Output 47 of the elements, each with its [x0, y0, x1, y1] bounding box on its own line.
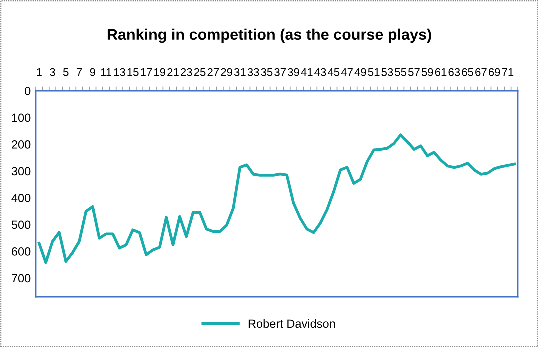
y-tick-label: 500: [12, 220, 31, 230]
x-tick-label: 45: [328, 68, 340, 76]
y-tick-label: 100: [12, 114, 31, 122]
x-tick-label: 55: [395, 68, 407, 76]
x-tick-label: 37: [274, 68, 286, 76]
x-tick-label: 3: [50, 68, 56, 76]
x-tick-label: 67: [476, 68, 487, 76]
x-tick-label: 49: [354, 68, 366, 76]
x-tick-label: 71: [502, 68, 514, 76]
x-tick-label: 39: [288, 68, 300, 76]
x-tick-label: 51: [368, 68, 380, 76]
x-tick-label: 17: [141, 68, 152, 76]
y-tick-label: 300: [12, 167, 31, 176]
y-tick-label: 200: [12, 140, 31, 149]
y-tick-label: 400: [12, 194, 31, 202]
x-tick-label: 69: [488, 68, 500, 76]
x-tick-label: 11: [101, 68, 112, 76]
x-tick-label: 7: [76, 68, 82, 76]
x-tick-label: 33: [248, 68, 260, 76]
x-tick-label: 41: [301, 68, 313, 76]
legend-label: Robert Davidson: [248, 319, 336, 328]
x-tick-label: 21: [168, 68, 179, 76]
x-tick-label: 61: [435, 68, 447, 76]
x-tick-label: 19: [154, 68, 166, 76]
x-tick-label: 25: [194, 68, 206, 76]
x-tick-label: 59: [422, 68, 434, 76]
x-tick-label: 23: [181, 68, 192, 76]
y-tick-label: 700: [12, 274, 31, 283]
x-tick-label: 63: [448, 68, 460, 76]
x-tick-label: 15: [128, 68, 139, 76]
x-tick-label: 65: [462, 68, 474, 76]
x-tick-label: 9: [90, 68, 96, 76]
chart-title: Ranking in competition (as the course plays): [108, 28, 432, 44]
line-series: [38, 134, 516, 264]
x-tick-label: 13: [114, 68, 126, 76]
x-tick-label: 43: [314, 68, 326, 76]
x-tick-label: 47: [341, 68, 353, 76]
x-tick-label: 57: [408, 68, 420, 76]
y-tick-label: 0: [25, 87, 31, 96]
x-tick-label: 27: [208, 68, 220, 76]
x-tick-label: 29: [221, 68, 232, 76]
x-tick-label: 53: [382, 68, 394, 76]
x-tick-label: 35: [261, 68, 273, 76]
x-tick-label: 5: [63, 68, 69, 76]
y-tick-label: 600: [12, 248, 31, 256]
x-tick-label: 31: [234, 68, 246, 76]
x-tick-label: 1: [37, 68, 42, 76]
